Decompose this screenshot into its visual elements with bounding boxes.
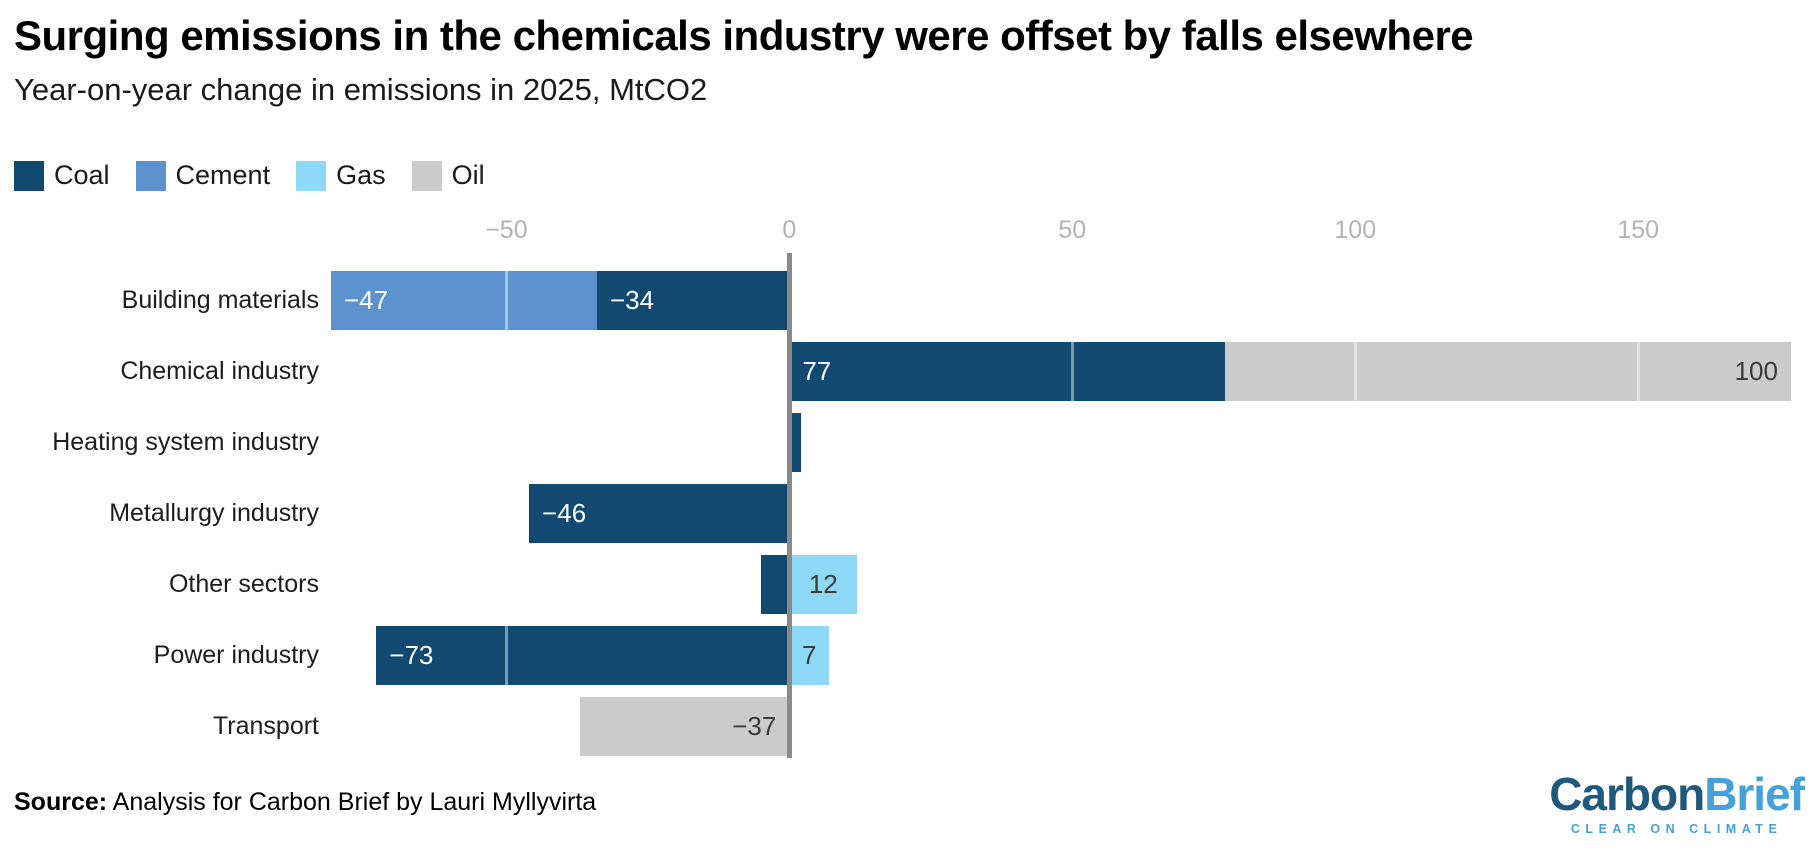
logo-carbon: Carbon: [1549, 768, 1705, 820]
carbonbrief-logo: CarbonBrief CLEAR ON CLIMATE: [1549, 768, 1805, 836]
legend-item-gas: Gas: [296, 160, 386, 191]
bar-value-label: 7: [801, 640, 817, 670]
zero-baseline: [786, 253, 792, 758]
x-tick-100: 100: [1334, 216, 1377, 244]
x-tick-0: 0: [782, 216, 797, 244]
legend-swatch-oil: [411, 160, 442, 191]
bar-chemical-industry-oil: 100: [1225, 342, 1791, 401]
gridline-150: [1636, 253, 1640, 758]
bar-building-materials-coal: −34: [596, 271, 790, 330]
bar-value-label: 12: [808, 569, 838, 599]
bar-value-label: −47: [344, 285, 389, 315]
source-note: Source: Analysis for Carbon Brief by Lau…: [14, 788, 596, 817]
x-tick-150: 150: [1617, 216, 1660, 244]
category-label-chemical-industry: Chemical industry: [120, 357, 319, 385]
bar-value-label: 77: [802, 356, 832, 386]
logo-tagline: CLEAR ON CLIMATE: [1570, 821, 1783, 836]
category-label-metallurgy-industry: Metallurgy industry: [109, 499, 319, 527]
chart-title: Surging emissions in the chemicals indus…: [14, 12, 1474, 59]
x-tick-50: 50: [1058, 216, 1087, 244]
x-tick--50: −50: [485, 216, 528, 244]
bar-power-industry-gas: 7: [789, 626, 829, 685]
category-label-heating-system-industry: Heating system industry: [52, 428, 319, 456]
legend-label-gas: Gas: [336, 160, 386, 190]
plot-area: Building materials −34 −47 Chemical industr…: [52, 216, 1791, 758]
legend-label-oil: Oil: [451, 160, 485, 190]
source-label: Source:: [14, 788, 108, 816]
legend-item-oil: Oil: [411, 160, 485, 191]
bar-heating-system-industry-coal: [789, 413, 801, 472]
bar-value-label: −73: [389, 640, 434, 670]
bar-value-label: −46: [542, 498, 587, 528]
source-text: Analysis for Carbon Brief by Lauri Mylly…: [112, 788, 597, 816]
gridline-50: [1070, 253, 1074, 758]
logo-brief: Brief: [1704, 768, 1805, 820]
gridline--50: [504, 253, 508, 758]
legend-label-cement: Cement: [175, 160, 271, 190]
bar-power-industry-coal: −73: [376, 626, 790, 685]
legend-item-coal: Coal: [14, 160, 110, 191]
bar-metallurgy-industry-coal: −46: [529, 484, 790, 543]
chart-legend: Coal Cement Gas Oil: [14, 160, 485, 191]
legend-swatch-cement: [135, 160, 166, 191]
bar-value-label: −34: [609, 285, 655, 315]
legend-swatch-gas: [296, 160, 327, 191]
bar-value-label: −37: [732, 711, 777, 741]
category-label-transport: Transport: [212, 712, 319, 740]
logo-wordmark: CarbonBrief: [1549, 768, 1805, 821]
legend-swatch-coal: [14, 160, 44, 191]
legend-item-cement: Cement: [135, 160, 271, 191]
chart-subtitle: Year-on-year change in emissions in 2025…: [14, 72, 708, 107]
category-label-power-industry: Power industry: [153, 641, 319, 669]
bar-building-materials-cement: −47: [331, 271, 597, 330]
bar-other-sectors-coal: [761, 555, 790, 614]
gridline-100: [1353, 253, 1357, 758]
bar-transport-oil: −37: [579, 697, 790, 756]
bar-other-sectors-gas: 12: [789, 555, 858, 614]
legend-label-coal: Coal: [54, 160, 110, 190]
category-label-building-materials: Building materials: [121, 286, 319, 314]
bar-value-label: 100: [1734, 356, 1778, 386]
category-label-other-sectors: Other sectors: [168, 570, 319, 598]
bar-chemical-industry-coal: 77: [789, 342, 1226, 401]
